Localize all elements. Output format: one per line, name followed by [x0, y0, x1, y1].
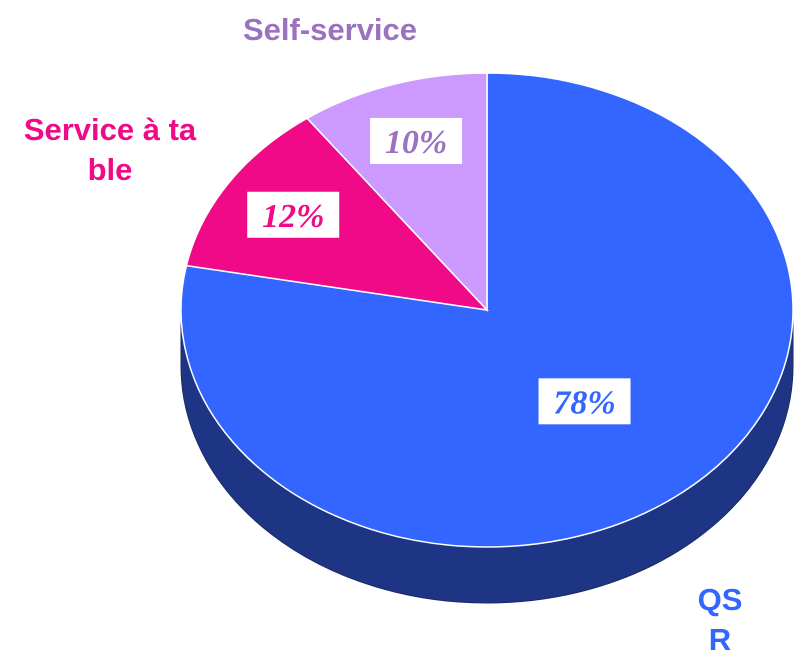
category-label: Service à table: [23, 112, 197, 187]
category-label: Self-service: [242, 12, 418, 47]
value-label-box: [247, 191, 340, 238]
value-label-box: [370, 117, 463, 164]
category-label: QSR: [697, 582, 743, 657]
value-label: 78%: [553, 384, 615, 421]
value-label: 12%: [262, 198, 324, 235]
value-label-box: [538, 378, 631, 425]
value-label: 10%: [385, 124, 447, 161]
